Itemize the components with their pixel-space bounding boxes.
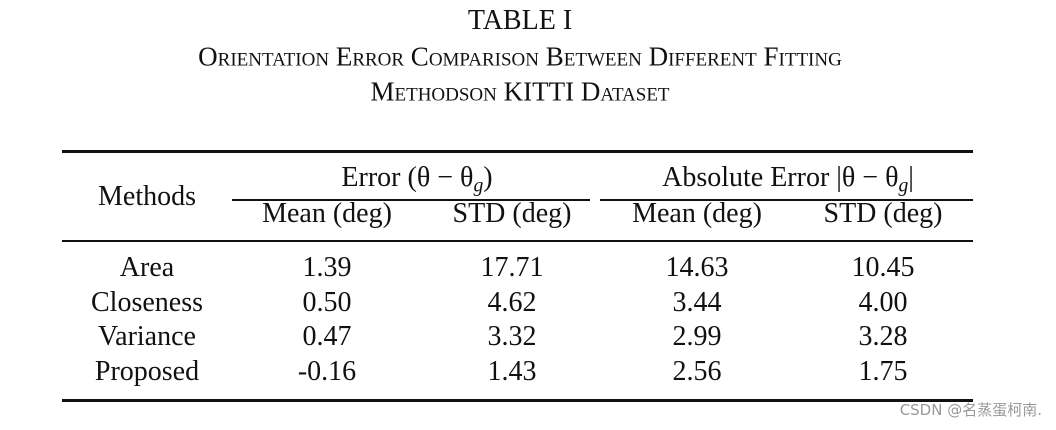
value-cell: 14.63 [665, 252, 729, 283]
value-cell: 1.43 [487, 356, 537, 387]
bottom-rule [62, 399, 973, 402]
mid-rule [62, 240, 973, 242]
value-cell: 4.62 [487, 287, 537, 318]
group-header: Error (θ − θg) [341, 161, 493, 197]
caption-line: Methodson KITTI Dataset [370, 76, 670, 107]
value-cell: 17.71 [480, 252, 544, 283]
table-label: TABLE I [467, 5, 573, 36]
value-cell: 4.00 [858, 287, 908, 318]
caption-line: Orientation Error Comparison Between Dif… [198, 41, 842, 72]
value-cell: 2.99 [672, 321, 722, 352]
watermark: CSDN @名蒸蛋柯南. [899, 401, 1042, 419]
column-header: STD (deg) [452, 198, 572, 229]
method-name: Closeness [91, 287, 203, 318]
method-name: Variance [98, 321, 196, 352]
value-cell: 0.47 [302, 321, 352, 352]
value-cell: 0.50 [302, 287, 352, 318]
group-rule [600, 199, 973, 201]
header-part: g [473, 175, 484, 197]
value-cell: 3.28 [858, 321, 908, 352]
value-cell: 3.44 [672, 287, 722, 318]
row-header: Methods [98, 181, 196, 212]
value-cell: 1.75 [858, 356, 908, 387]
header-part: g [898, 175, 909, 197]
header-part: Error (θ − θ [341, 161, 474, 193]
header-part: | [908, 161, 914, 193]
value-cell: -0.16 [297, 356, 357, 387]
method-name: Proposed [94, 356, 200, 387]
header-part: ) [483, 161, 493, 193]
method-name: Area [119, 252, 175, 283]
header-part: Absolute Error |θ − θ [662, 161, 899, 193]
top-rule [62, 150, 973, 153]
column-header: Mean (deg) [632, 198, 762, 229]
column-header: STD (deg) [823, 198, 943, 229]
value-cell: 10.45 [851, 252, 915, 283]
column-header: Mean (deg) [262, 198, 392, 229]
group-rule [232, 199, 590, 201]
value-cell: 2.56 [672, 356, 722, 387]
group-header: Absolute Error |θ − θg| [662, 161, 914, 197]
value-cell: 1.39 [302, 252, 352, 283]
value-cell: 3.32 [487, 321, 537, 352]
